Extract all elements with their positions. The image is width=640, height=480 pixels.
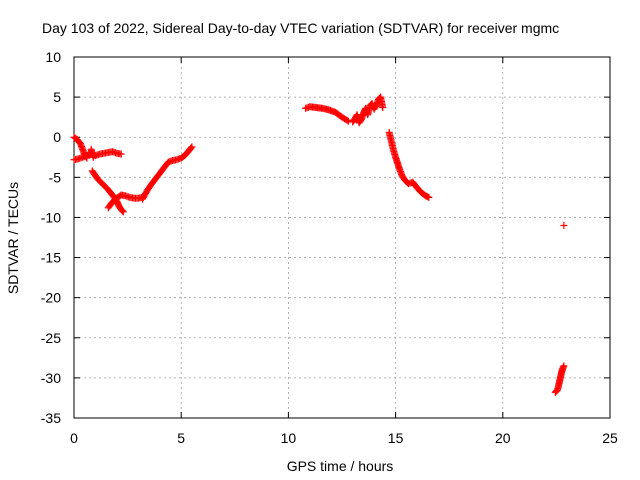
x-tick-label: 25 (602, 430, 618, 446)
x-tick-label: 15 (388, 430, 404, 446)
y-tick-label: 10 (45, 49, 61, 65)
data-point (89, 153, 97, 161)
y-tick-label: -5 (49, 169, 62, 185)
data-point (343, 116, 351, 124)
y-tick-label: -25 (41, 330, 61, 346)
chart-title: Day 103 of 2022, Sidereal Day-to-day VTE… (42, 20, 559, 36)
data-point (379, 104, 387, 112)
data-point (117, 150, 125, 158)
y-tick-label: -35 (41, 410, 61, 426)
data-point (560, 221, 568, 229)
y-tick-labels: 10 5 0 -5 -10 -15 -20 -25 -30 -35 (41, 49, 61, 426)
data-point (560, 362, 568, 370)
plot-area-frame (73, 56, 611, 419)
data-points (70, 93, 568, 396)
x-axis-label: GPS time / hours (287, 458, 394, 474)
x-tick-labels: 0 5 10 15 20 25 (70, 430, 618, 446)
x-tick-label: 5 (177, 430, 185, 446)
x-tick-label: 10 (281, 430, 297, 446)
data-point (118, 206, 126, 214)
y-axis-label: SDTVAR / TECUs (5, 182, 21, 294)
y-tick-label: 0 (53, 129, 61, 145)
y-tick-label: -15 (41, 250, 61, 266)
y-tick-label: -20 (41, 290, 61, 306)
x-tick-label: 0 (70, 430, 78, 446)
grid-lines (74, 57, 610, 418)
y-tick-label: -30 (41, 370, 61, 386)
data-point (119, 208, 127, 216)
data-point (425, 193, 433, 201)
data-point (187, 144, 195, 152)
data-point (188, 143, 196, 151)
data-point (119, 207, 127, 215)
y-tick-label: -10 (41, 209, 61, 225)
y-tick-label: 5 (53, 89, 61, 105)
x-tick-label: 20 (495, 430, 511, 446)
